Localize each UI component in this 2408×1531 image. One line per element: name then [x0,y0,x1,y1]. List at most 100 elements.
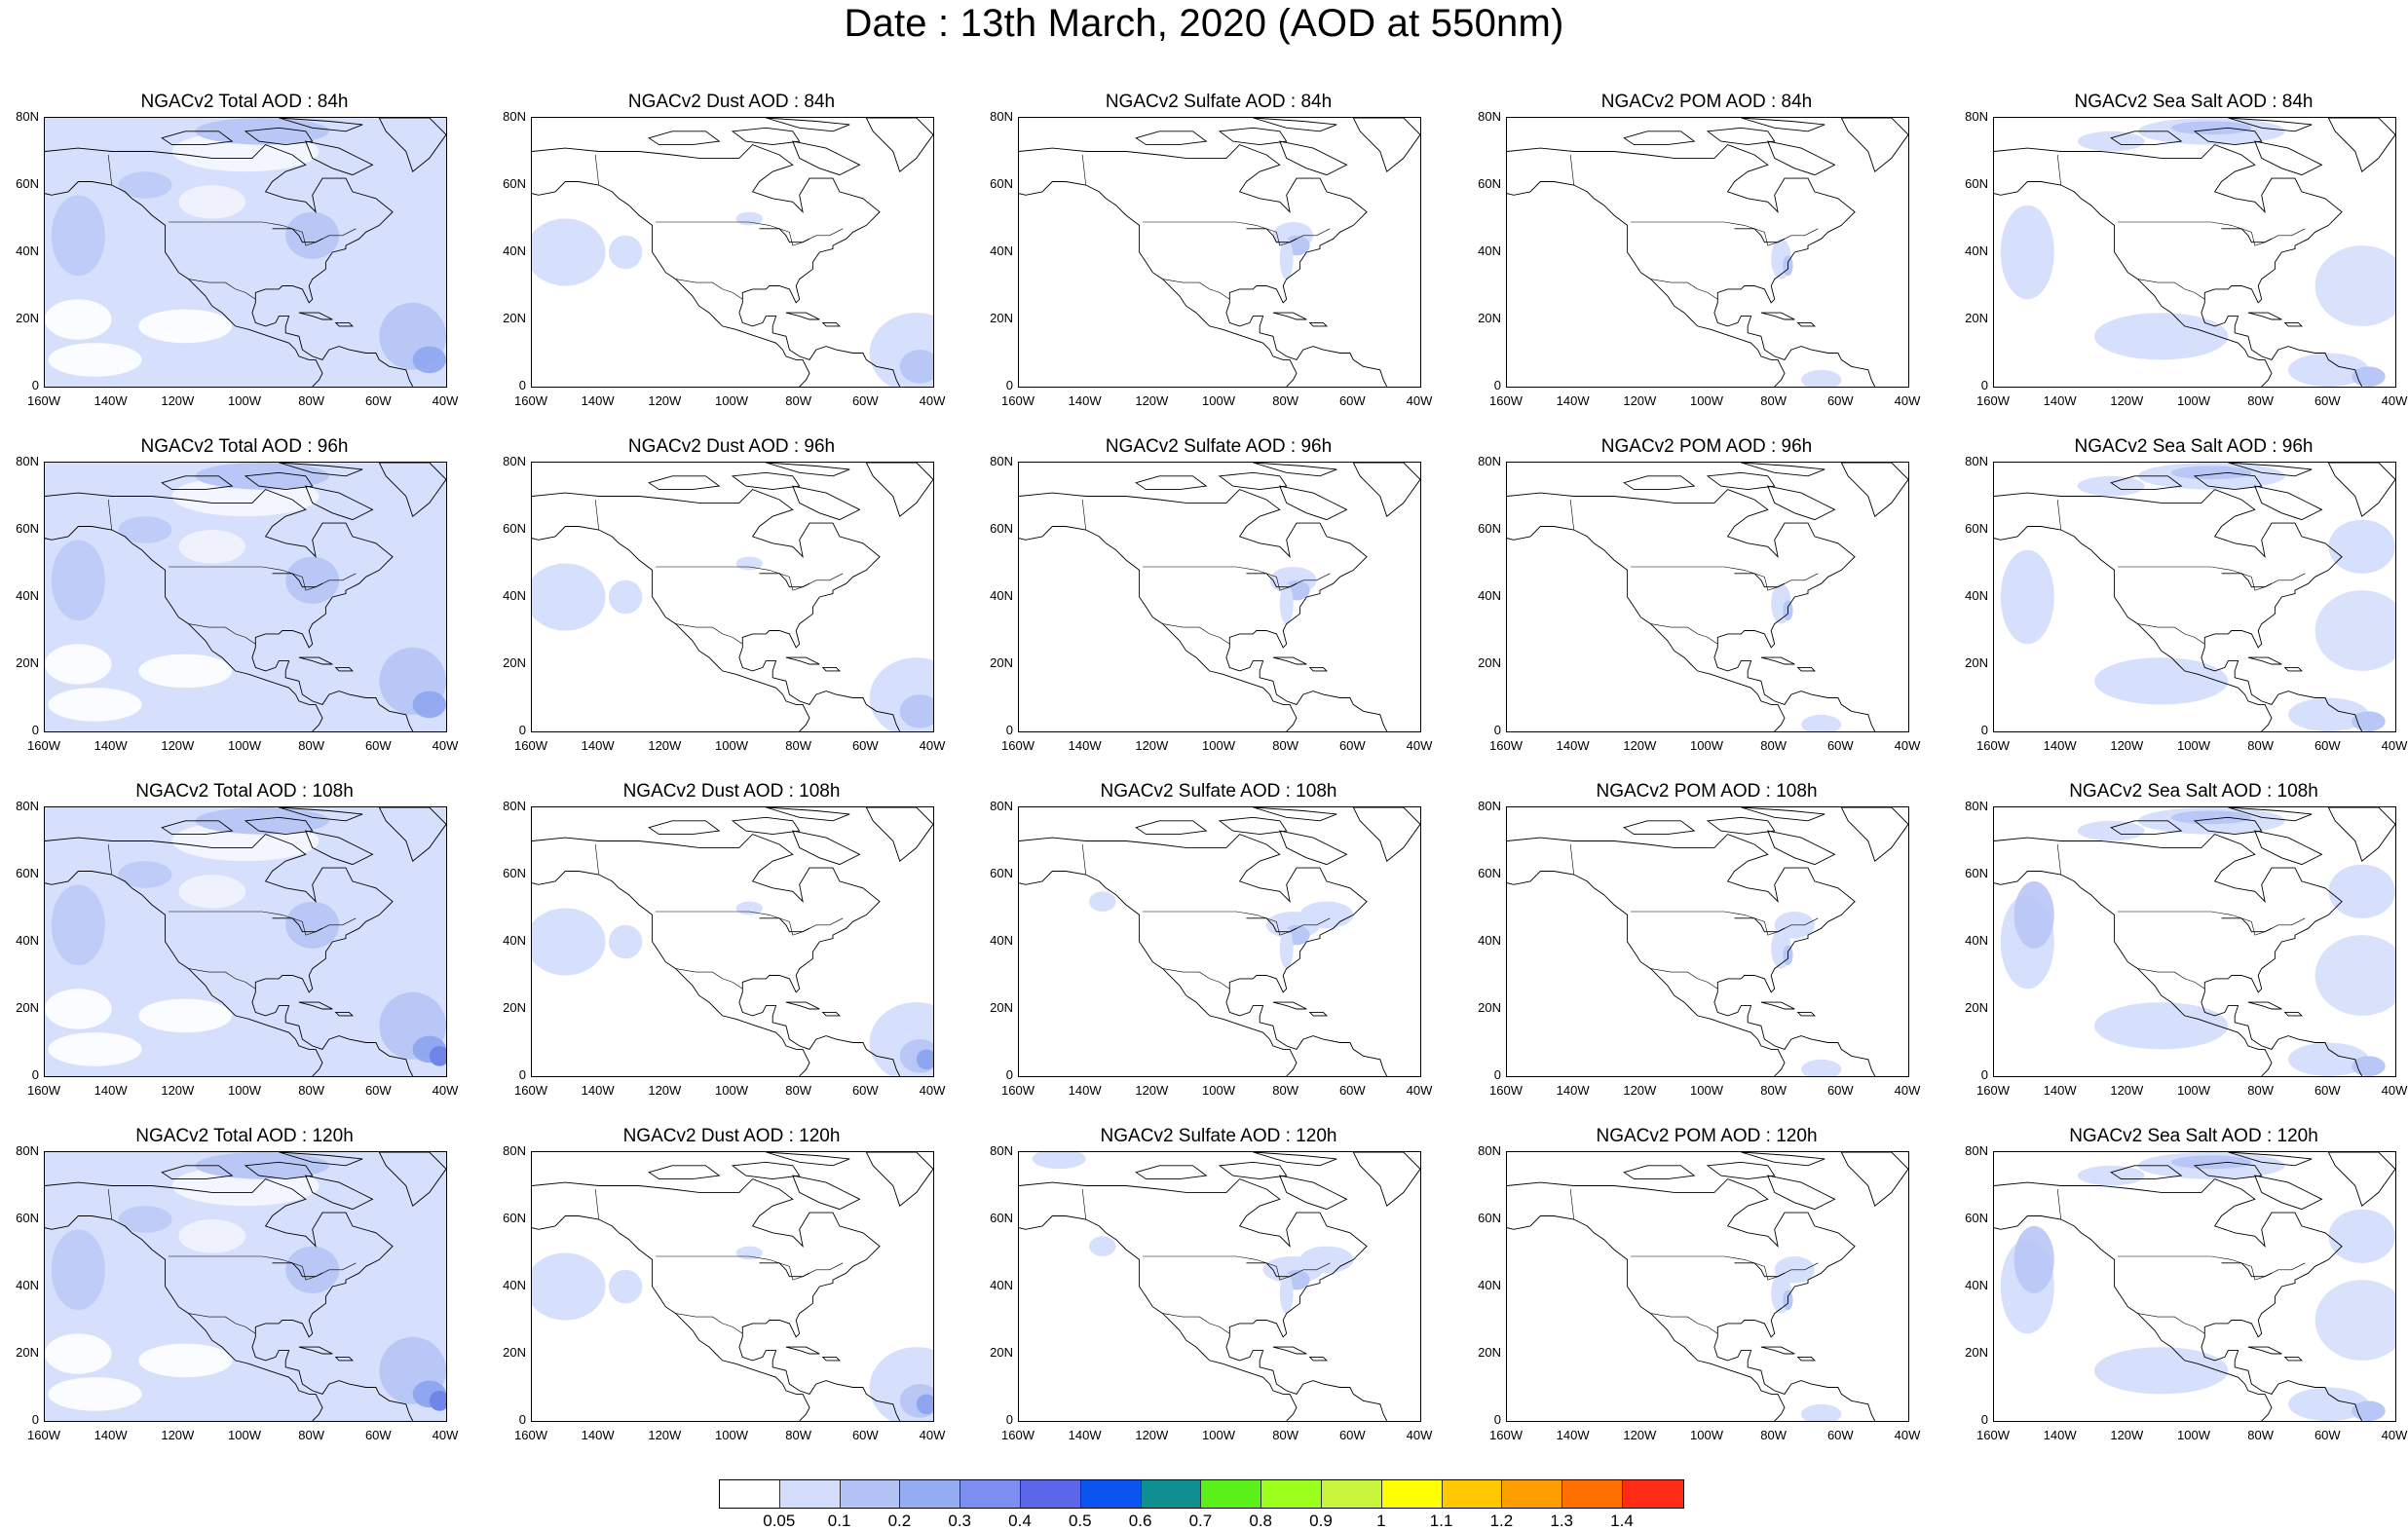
lon-tick-label: 60W [2314,1428,2341,1442]
lon-tick-label: 160W [514,1428,547,1442]
lon-tick-label: 160W [1001,738,1035,753]
colorbar-swatch [1141,1480,1202,1508]
caribbean-islands [821,321,841,327]
lon-tick-label: 120W [648,393,682,408]
panel-title: NGACv2 Sulfate AOD : 120h [1100,1126,1337,1146]
coastline-west [1507,871,1786,1076]
lat-tick-label: 0 [1005,378,1013,392]
caribbean-islands [334,1011,354,1017]
coastline-west [45,526,323,731]
arctic-island [1706,816,1776,836]
lat-tick-label: 40N [990,1278,1013,1292]
lon-tick-label: 140W [94,738,128,753]
arctic-island [305,830,374,866]
aod-field-svg [532,807,933,1076]
lon-tick-label: 60W [851,1083,879,1098]
lat-tick-label: 20N [1965,655,1988,670]
arctic-island [1352,118,1420,172]
arctic-island [161,1165,234,1180]
arctic-island [766,1152,850,1167]
lat-tick-label: 20N [1965,1000,1988,1015]
caribbean-islands [2283,666,2303,672]
aod-field-svg [45,463,446,731]
caribbean-islands [2247,1001,2282,1010]
lat-tick-label: 60N [503,1211,526,1225]
aod-map [1993,1151,2396,1422]
aod-field-svg [1994,463,2395,731]
country-border [2137,279,2205,300]
caribbean-islands [2247,656,2282,665]
aod-map [1506,117,1909,388]
arctic-island [279,463,363,477]
caribbean-islands [1308,666,1328,672]
lon-tick-label: 100W [1202,393,1235,408]
lat-tick-label: 0 [1493,378,1501,392]
arctic-island [2228,463,2313,477]
country-border [169,911,357,936]
arctic-island [2254,1175,2323,1211]
caribbean-islands [821,1011,841,1017]
country-border [675,1313,743,1334]
lat-tick-label: 60N [1965,521,1988,536]
arctic-island [2110,820,2183,836]
coastline-east [1019,1178,1388,1421]
colorbar-swatch [960,1480,1021,1508]
coastline-east [45,144,414,387]
map-panel-seasalt-96h: NGACv2 Sea Salt AOD : 96h 80N 60N 40N 20N 0 16… [1965,345,2407,753]
lat-tick-label: 40N [1965,588,1988,603]
lon-tick-label: 160W [1001,1428,1035,1442]
country-border [1631,911,1819,936]
lon-tick-label: 80W [2247,1428,2275,1442]
lon-tick-label: 140W [581,393,615,408]
arctic-island [1135,1165,1208,1180]
lake-outline [2221,1262,2273,1278]
lat-tick-label: 0 [1493,723,1501,737]
arctic-island [1352,1152,1420,1207]
lon-tick-label: 160W [514,738,547,753]
colorbar-swatch [720,1480,780,1508]
lon-tick-label: 140W [1068,1428,1102,1442]
aod-map [1993,806,2396,1077]
lat-tick-label: 80N [1478,109,1501,124]
coastline-east [1507,144,1876,387]
arctic-island [1623,1165,1696,1180]
lon-tick-label: 100W [1690,1083,1723,1098]
lon-tick-label: 140W [1068,393,1102,408]
arctic-island [244,471,314,491]
lon-tick-label: 100W [2177,393,2210,408]
lon-tick-label: 80W [1272,738,1299,753]
coastline-west [1019,181,1298,387]
lon-tick-label: 60W [1826,393,1854,408]
lon-tick-label: 140W [1068,1083,1102,1098]
country-border [107,499,112,531]
colorbar-swatch [1321,1480,1382,1508]
country-border [656,911,844,936]
arctic-island [244,816,314,836]
lat-tick-label: 0 [1980,723,1988,737]
aod-map [1018,117,1421,388]
country-border [1650,623,1718,645]
arctic-island [1706,1161,1776,1180]
caribbean-islands [298,656,333,665]
lon-tick-label: 80W [2247,1083,2275,1098]
lat-tick-label: 60N [1965,1211,1988,1225]
lake-outline [759,228,810,243]
arctic-island [1741,807,1825,822]
coastline-west [1994,871,2273,1076]
caribbean-islands [785,1346,820,1355]
country-border [2118,221,2306,246]
lat-tick-label: 80N [1478,454,1501,468]
arctic-island [279,807,363,822]
lon-tick-label: 100W [1690,738,1723,753]
panel-title: NGACv2 Sulfate AOD : 84h [1105,92,1333,112]
arctic-island [305,485,374,521]
country-border [1081,499,1086,531]
arctic-island [792,485,861,521]
caribbean-islands [1760,1346,1795,1355]
country-border [1143,1255,1331,1281]
lon-tick-label: 140W [2043,393,2077,408]
lon-tick-label: 120W [648,1083,682,1098]
lon-tick-label: 40W [1894,1083,1921,1098]
aod-field-svg [1994,118,2395,387]
colorbar-tick-label: 1.2 [1489,1512,1514,1530]
